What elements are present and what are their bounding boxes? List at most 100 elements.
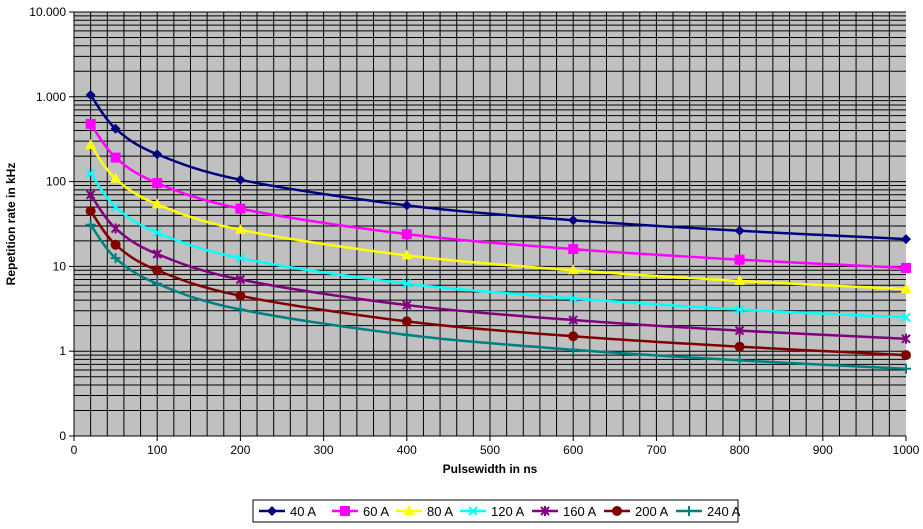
x-tick-label: 100 [147,443,167,457]
legend-item: 240 A [676,504,741,519]
marker-circle [401,316,412,327]
marker-square [901,262,911,273]
marker-star [402,300,412,311]
marker-circle [568,331,579,342]
marker-x [110,202,121,212]
marker-x [901,312,911,323]
marker-diamond [267,506,277,516]
x-tick-label: 700 [646,443,666,457]
x-axis-label: Pulsewidth in ns [443,462,538,476]
marker-x [568,293,578,304]
series-40a [85,90,911,245]
marker-triangle [110,172,122,183]
marker-plus [901,363,911,374]
x-tick-label: 0 [71,443,78,457]
x-tick-label: 1000 [893,443,920,457]
marker-star [734,325,745,336]
x-tick-label: 200 [230,443,250,457]
legend-item: 60 A [332,504,389,519]
series-200a [85,206,911,361]
series-80a [85,139,912,294]
marker-triangle [900,283,912,294]
marker-circle [152,265,163,276]
marker-diamond [901,234,911,245]
legend-box [252,499,739,523]
marker-x [734,304,745,315]
marker-star [110,223,121,234]
legend-label: 120 A [491,504,525,519]
legend-label: 160 A [563,504,597,519]
marker-triangle [85,139,97,150]
marker-circle [85,206,96,217]
marker-square [110,152,121,163]
marker-star [235,274,246,285]
series-120a [85,168,911,323]
series-group [85,90,912,374]
marker-circle [734,341,745,352]
marker-square [340,506,350,516]
grid [74,11,906,436]
marker-circle [110,239,121,250]
marker-circle [235,290,246,301]
marker-triangle [234,223,246,234]
x-tick-label: 400 [397,443,417,457]
marker-square [152,178,163,189]
x-tick-label: 600 [563,443,583,457]
marker-x [235,253,246,263]
series-160a [85,189,911,344]
marker-diamond [734,225,745,236]
x-tick-label: 500 [480,443,500,457]
marker-diamond [110,123,121,134]
legend-item: 200 A [604,504,669,519]
x-tick-label: 800 [730,443,750,457]
marker-x [85,168,96,179]
y-tick-label: 100 [46,175,66,189]
marker-triangle [151,198,163,209]
legend-item: 40 A [259,504,316,519]
marker-star [568,315,578,326]
y-tick-label: 10.000 [29,5,66,19]
legend-item: 80 A [396,504,453,519]
marker-star [540,506,550,516]
marker-plus [235,304,246,315]
y-tick-label: 1.000 [36,90,66,104]
marker-star [85,189,96,200]
marker-plus [152,278,163,289]
marker-diamond [235,174,246,185]
legend-label: 240 A [707,504,741,519]
marker-plus [734,355,745,366]
marker-plus [568,344,579,355]
y-tick-label: 0 [59,429,66,443]
marker-triangle [403,505,415,515]
series-60a [85,118,911,273]
legend-label: 200 A [635,504,669,519]
y-axis-label: Repetition rate in kHz [4,163,18,286]
marker-diamond [568,215,579,226]
marker-diamond [401,200,412,211]
marker-star [901,333,911,344]
marker-x [152,227,162,238]
x-tick-label: 900 [813,443,833,457]
y-tick-label: 10 [53,259,67,273]
legend-label: 80 A [427,504,453,519]
marker-triangle [401,249,413,260]
marker-plus [110,253,121,264]
y-tick-label: 1 [59,344,66,358]
legend-item: 160 A [532,504,597,519]
marker-square [568,244,579,255]
legend-label: 60 A [363,504,389,519]
marker-plus [85,219,96,230]
marker-plus [401,329,412,340]
marker-square [734,254,745,265]
marker-plus [684,506,694,516]
series-240a [85,219,911,374]
marker-triangle [567,264,579,275]
marker-x [468,506,478,516]
x-tick-label: 300 [314,443,334,457]
marker-star [152,249,162,260]
marker-x [402,279,412,289]
marker-square [401,229,412,240]
marker-circle [901,350,911,361]
